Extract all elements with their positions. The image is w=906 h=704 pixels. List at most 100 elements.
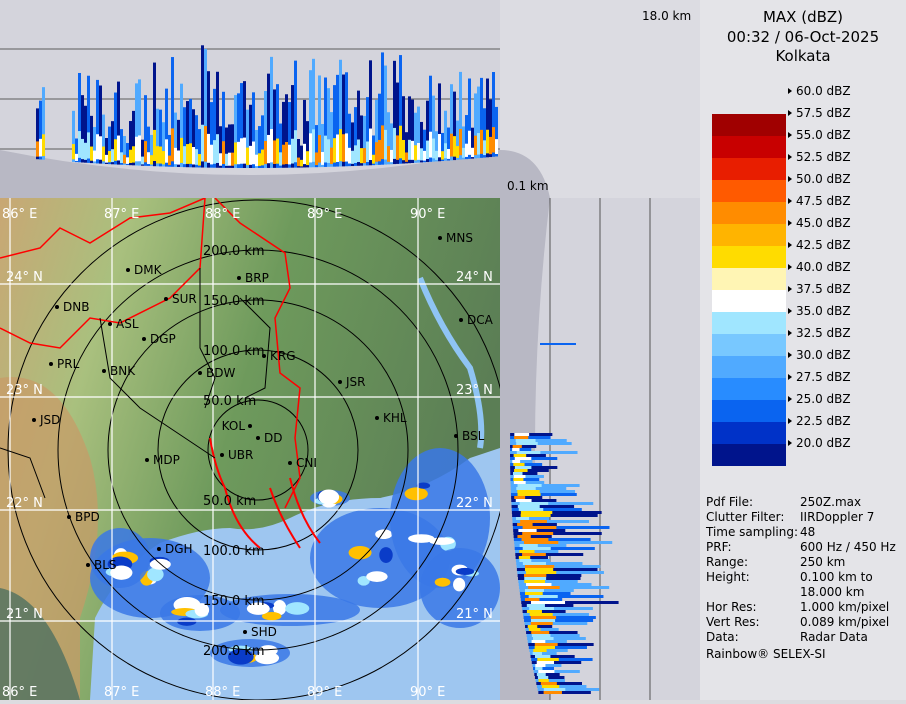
- info-row: 18.000 km: [706, 585, 864, 600]
- profile-core: [524, 565, 555, 568]
- profile-core: [162, 151, 165, 165]
- profile-core: [327, 139, 330, 163]
- profile-column: [486, 78, 489, 158]
- radar-map[interactable]: MNS DMK BRP SUR DNB ASL DGP DCA KRG PRL BNK BDW JSR J…: [0, 198, 500, 700]
- profile-core: [512, 472, 523, 475]
- profile-row: [526, 634, 580, 637]
- profile-column: [420, 121, 423, 163]
- lat-label-right: 23° N: [456, 383, 493, 398]
- echo-cell: [318, 489, 340, 505]
- profile-core: [363, 148, 366, 164]
- profile-row: [536, 682, 582, 685]
- profile-column: [444, 110, 447, 161]
- profile-core: [300, 159, 303, 167]
- profile-row: [510, 490, 576, 493]
- profile-core: [528, 586, 560, 589]
- profile-core: [517, 484, 542, 487]
- profile-column: [231, 124, 234, 168]
- profile-core: [159, 146, 162, 164]
- echo-cell: [194, 603, 210, 617]
- profile-core: [524, 580, 546, 583]
- profile-core: [342, 134, 345, 162]
- profile-column: [489, 99, 492, 158]
- profile-core: [150, 155, 153, 165]
- info-row: Clutter Filter: IIRDoppler 7: [706, 510, 874, 525]
- legend-label: 57.5 dBZ: [788, 106, 851, 120]
- profile-column: [129, 121, 132, 166]
- legend-label: 25.0 dBZ: [788, 392, 851, 406]
- profile-row: [511, 511, 602, 514]
- profile-core: [512, 448, 520, 451]
- profile-column: [396, 82, 399, 164]
- profile-row: [510, 451, 578, 454]
- international-border: [214, 198, 301, 509]
- side-vertical-profile: [500, 198, 700, 700]
- info-key: [706, 585, 798, 600]
- profile-core: [438, 133, 441, 158]
- profile-core: [372, 154, 375, 164]
- profile-core: [168, 155, 171, 166]
- profile-core: [522, 547, 551, 550]
- legend-label: 45.0 dBZ: [788, 216, 851, 230]
- profile-row: [515, 559, 551, 562]
- legend-swatch: [712, 246, 786, 268]
- profile-core: [414, 145, 417, 161]
- city-label: DCA: [467, 313, 494, 327]
- profile-core: [144, 141, 147, 163]
- profile-column: [405, 132, 408, 164]
- profile-core: [527, 625, 538, 628]
- profile-core: [517, 535, 531, 538]
- info-key: Range:: [706, 555, 749, 569]
- profile-row: [531, 661, 582, 664]
- lat-label-right: 24° N: [456, 270, 493, 285]
- info-value: 250Z.max: [800, 495, 862, 509]
- echo-cell: [261, 611, 282, 621]
- legend-swatch: [712, 444, 786, 466]
- city-dot: [459, 318, 463, 322]
- profile-core: [492, 127, 495, 153]
- map-canvas[interactable]: MNS DMK BRP SUR DNB ASL DGP DCA KRG PRL BNK BDW JSR J…: [0, 198, 500, 700]
- info-row: Height: 0.100 km to: [706, 570, 873, 585]
- profile-row: [535, 679, 565, 682]
- profile-column: [258, 126, 261, 168]
- profile-core: [533, 637, 554, 640]
- profile-column: [384, 65, 387, 165]
- profile-core: [519, 544, 538, 547]
- profile-column: [411, 99, 414, 164]
- profile-core: [147, 152, 150, 164]
- profile-row: [523, 613, 589, 616]
- profile-core: [324, 135, 327, 163]
- profile-column: [39, 100, 42, 160]
- state-border: [0, 198, 206, 349]
- profile-core: [177, 150, 180, 165]
- profile-row: [523, 616, 596, 619]
- profile-core: [541, 685, 560, 688]
- city-dot: [86, 563, 90, 567]
- city-dot: [256, 436, 260, 440]
- profile-column: [84, 105, 87, 163]
- profile-column: [339, 59, 342, 167]
- profile-core: [240, 138, 243, 164]
- profile-core: [291, 138, 294, 164]
- profile-core: [512, 460, 521, 463]
- profile-core: [333, 138, 336, 163]
- city-label: SHD: [251, 625, 277, 639]
- profile-column: [360, 115, 363, 166]
- profile-column: [375, 99, 378, 165]
- profile-column: [219, 126, 222, 168]
- city-dot: [126, 268, 130, 272]
- legend-label: 40.0 dBZ: [788, 260, 851, 274]
- profile-row: [510, 463, 543, 466]
- profile-core: [174, 147, 177, 165]
- city-label: BLS: [94, 558, 117, 572]
- profile-core: [471, 147, 474, 158]
- profile-core: [84, 142, 87, 160]
- profile-row: [511, 499, 557, 502]
- profile-column: [381, 52, 384, 165]
- profile-core: [523, 541, 559, 544]
- profile-core: [543, 691, 562, 694]
- profile-column: [393, 60, 396, 165]
- profile-core: [514, 466, 532, 469]
- profile-row: [515, 556, 549, 559]
- profile-column: [390, 123, 393, 165]
